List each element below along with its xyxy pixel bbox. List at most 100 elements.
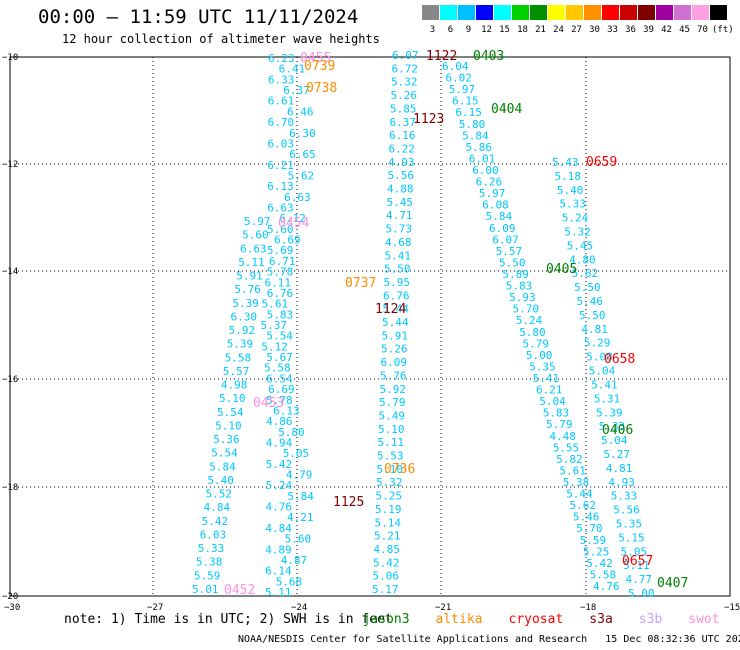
pass-time-label-cryosat: 0658 — [604, 352, 635, 367]
wave-height-value: 5.50 — [574, 281, 601, 294]
wave-height-value: 5.76 — [380, 369, 407, 382]
wave-height-value: 5.45 — [387, 196, 414, 209]
pass-time-label-swot: 0453 — [253, 396, 284, 411]
wave-height-value: 4.79 — [286, 469, 313, 482]
wave-height-value: 4.48 — [549, 430, 576, 443]
wave-height-value: 5.32 — [391, 76, 418, 89]
color-scale-swatch — [620, 5, 637, 20]
wave-height-value: 6.70 — [268, 116, 295, 129]
wave-height-value: 5.82 — [556, 453, 583, 466]
wave-height-tracks: 6.236.416.336.376.616.466.706.306.036.65… — [192, 49, 655, 600]
wave-height-value: 5.24 — [562, 212, 589, 225]
wave-height-value: 6.15 — [455, 106, 482, 119]
wave-height-value: 5.49 — [379, 410, 406, 423]
wave-height-value: 4.84 — [204, 501, 231, 514]
wave-height-value: 4.87 — [281, 554, 308, 567]
wave-height-value: 6.09 — [381, 356, 408, 369]
wave-height-value: 5.11 — [623, 559, 650, 572]
credit-date: 15 Dec 08:32:36 UTC 2024 — [605, 634, 740, 645]
y-tick-label: −10 — [2, 53, 18, 63]
wave-height-value: 5.42 — [202, 515, 229, 528]
wave-height-value: 4.93 — [388, 156, 415, 169]
y-tick-label: −16 — [2, 375, 18, 385]
pass-time-label-swot: 0452 — [224, 583, 255, 598]
wave-height-value: 5.78 — [266, 394, 293, 407]
wave-height-value: 4.81 — [581, 323, 608, 336]
wave-height-value: 6.13 — [267, 180, 294, 193]
wave-height-value: 4.86 — [266, 415, 293, 428]
wave-height-value: 5.50 — [384, 263, 411, 276]
wave-height-value: 5.61 — [559, 464, 586, 477]
wave-height-value: 6.04 — [442, 60, 469, 73]
wave-height-value: 6.46 — [287, 105, 314, 118]
wave-height-value: 6.22 — [389, 142, 416, 155]
wave-height-value: 4.71 — [386, 209, 413, 222]
wave-height-value: 6.11 — [265, 276, 292, 289]
wave-height-value: 6.65 — [289, 148, 316, 161]
wave-height-value: 5.25 — [583, 545, 610, 558]
wave-height-value: 5.35 — [529, 360, 556, 373]
wave-height-value: 5.93 — [509, 291, 535, 304]
color-scale-swatch — [710, 5, 727, 20]
y-tick-label: −18 — [2, 483, 18, 493]
wave-height-value: 6.13 — [273, 404, 300, 417]
wave-height-value: 5.83 — [267, 308, 294, 321]
wave-height-value: 4.93 — [608, 476, 635, 489]
wave-height-value: 5.46 — [573, 511, 600, 524]
wave-height-value: 6.03 — [268, 137, 295, 150]
wave-height-value: 5.50 — [499, 256, 526, 269]
wave-height-value: 4.80 — [569, 253, 596, 266]
wave-height-value: 5.91 — [236, 270, 262, 283]
wave-height-value: 6.37 — [390, 116, 417, 129]
wave-height-value: 5.41 — [385, 249, 412, 262]
wave-height-value: 4.89 — [265, 543, 292, 556]
wave-height-value: 5.54 — [266, 330, 293, 343]
wave-height-value: 5.95 — [384, 276, 411, 289]
wave-height-value: 5.97 — [479, 187, 506, 200]
wave-height-value: 5.67 — [266, 351, 293, 364]
wave-height-value: 5.29 — [584, 337, 611, 350]
wave-height-value: 5.89 — [502, 268, 529, 281]
wave-height-value: 5.44 — [566, 488, 593, 501]
color-scale-swatch — [656, 5, 673, 20]
wave-height-value: 5.14 — [375, 516, 402, 529]
wave-height-value: 5.42 — [586, 557, 613, 570]
wave-height-value: 5.79 — [546, 418, 573, 431]
wave-height-value: 5.45 — [567, 239, 594, 252]
wave-height-value: 5.39 — [596, 406, 623, 419]
wave-height-value: 5.62 — [572, 267, 599, 280]
wave-height-value: 5.54 — [211, 447, 238, 460]
x-tick-label: −15 — [724, 603, 740, 613]
wave-height-value: 6.63 — [240, 242, 267, 255]
wave-height-value: 5.80 — [519, 326, 546, 339]
wave-height-value: 5.83 — [506, 280, 533, 293]
wave-height-value: 5.10 — [219, 392, 246, 405]
legend-swot: swot — [688, 612, 720, 627]
wave-height-value: 5.33 — [599, 420, 626, 433]
color-scale-swatch — [692, 5, 709, 20]
pass-time-label-cryosat: 0659 — [586, 155, 617, 170]
pass-time-label-altika: 0739 — [304, 59, 335, 74]
color-scale-swatch — [512, 5, 529, 20]
pass-time-label-jason3: 0403 — [473, 49, 504, 64]
wave-height-value: 5.58 — [264, 362, 291, 375]
wave-height-value: 5.97 — [244, 215, 271, 228]
wave-height-value: 5.06 — [373, 570, 400, 583]
wave-height-value: 6.76 — [267, 287, 294, 300]
pass-time-label-s3a: 1124 — [375, 302, 406, 317]
pass-time-label-altika: 0738 — [306, 81, 337, 96]
wave-height-value: 5.36 — [213, 433, 240, 446]
wave-height-value: 5.10 — [215, 419, 242, 432]
color-scale-swatch — [602, 5, 619, 20]
credit-org: NOAA/NESDIS Center for Satellite Applica… — [238, 634, 588, 645]
wave-height-value: 5.84 — [462, 129, 489, 142]
wave-height-value: 5.84 — [287, 490, 314, 503]
wave-height-value: 6.61 — [268, 95, 295, 108]
wave-height-value: 4.21 — [287, 511, 314, 524]
wave-height-value: 5.68 — [276, 575, 303, 588]
wave-height-value: 5.58 — [590, 568, 617, 581]
wave-height-value: 6.30 — [231, 310, 258, 323]
wave-height-value: 5.60 — [242, 229, 269, 242]
wave-height-value: 4.76 — [266, 501, 293, 514]
